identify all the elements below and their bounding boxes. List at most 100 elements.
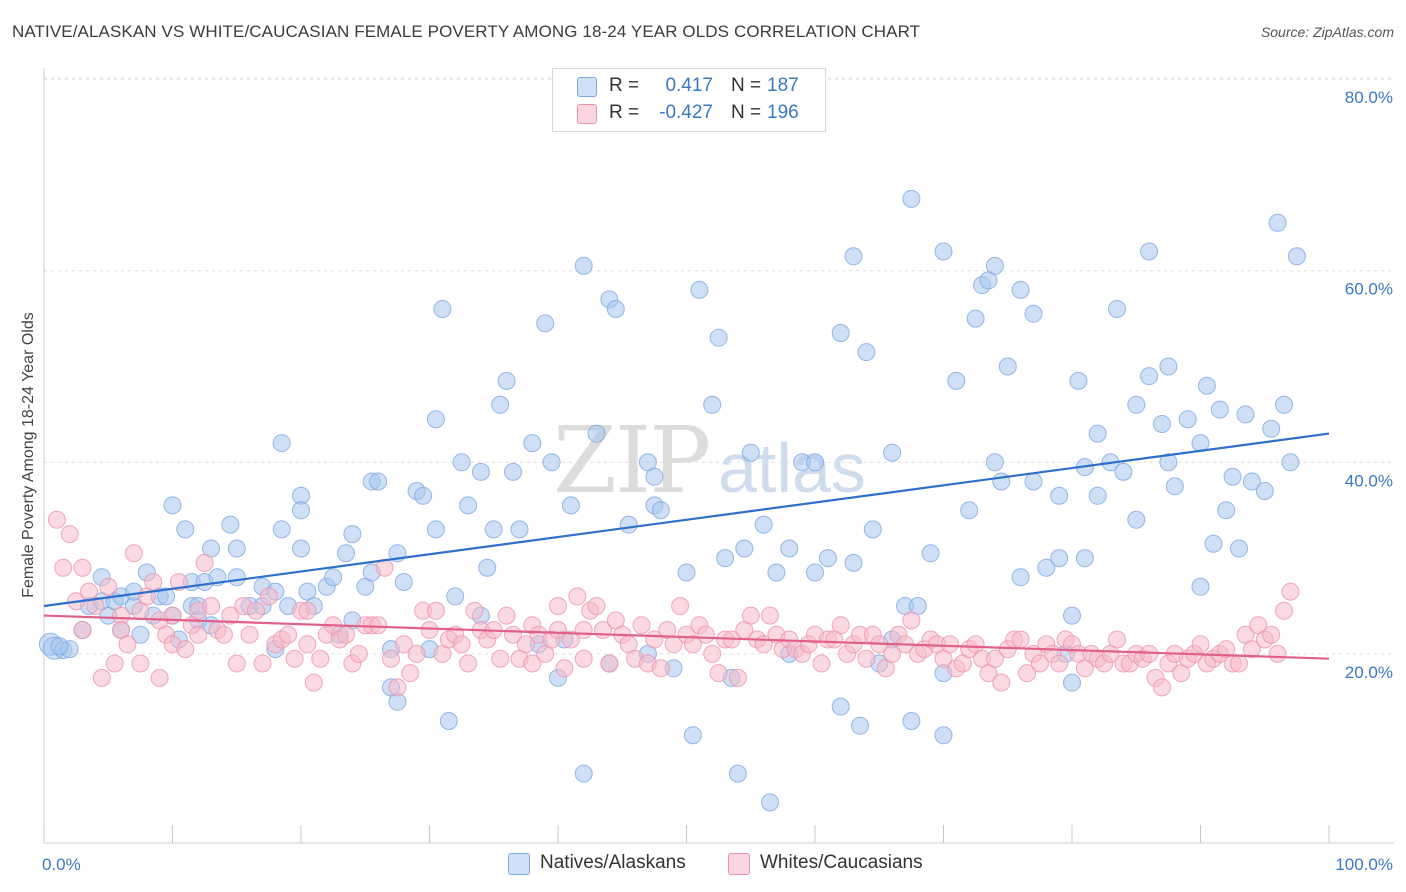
data-point	[960, 501, 979, 520]
data-point	[806, 453, 824, 472]
data-point	[555, 659, 574, 678]
data-point	[812, 654, 831, 673]
data-point	[1018, 664, 1036, 683]
data-point	[439, 712, 458, 730]
data-point	[478, 558, 497, 577]
data-point	[761, 793, 779, 812]
data-point	[857, 343, 876, 362]
data-point	[1088, 486, 1107, 505]
data-point	[1287, 247, 1306, 266]
data-point	[131, 625, 150, 644]
data-point	[1011, 630, 1030, 649]
legend-swatch-whites	[577, 104, 597, 124]
legend-swatch-natives	[508, 853, 530, 875]
data-point	[549, 597, 567, 615]
data-point	[1063, 673, 1081, 692]
data-point	[1127, 395, 1146, 414]
x-tick-label: 0.0%	[42, 855, 81, 874]
data-point	[921, 544, 940, 563]
data-point	[1050, 486, 1069, 505]
data-point	[728, 764, 747, 783]
data-point	[1011, 568, 1030, 587]
data-point	[1230, 539, 1248, 558]
data-point	[1165, 477, 1184, 496]
data-point	[1108, 630, 1126, 649]
legend-n-label: N =	[731, 102, 762, 123]
data-point	[857, 649, 876, 668]
data-point	[50, 637, 69, 656]
legend-r-value: -0.427	[659, 102, 713, 123]
legend-r-label: R =	[609, 75, 640, 96]
data-point	[735, 539, 754, 558]
data-point	[491, 395, 510, 414]
data-point	[709, 328, 728, 347]
data-point	[195, 553, 214, 572]
data-point	[1140, 242, 1159, 261]
source-label: Source: ZipAtlas.com	[1260, 24, 1394, 40]
data-point	[227, 654, 246, 673]
data-point	[1037, 558, 1056, 577]
data-point	[497, 606, 516, 625]
data-point	[934, 726, 953, 745]
data-point	[272, 434, 291, 453]
data-point	[683, 726, 702, 745]
data-point	[92, 668, 111, 687]
data-point	[484, 520, 503, 539]
data-point	[337, 544, 355, 563]
data-point	[645, 467, 664, 486]
data-point	[1024, 304, 1043, 323]
watermark-zip: ZIP	[553, 407, 709, 514]
data-point	[99, 577, 118, 596]
data-point	[767, 563, 786, 582]
data-point	[651, 659, 670, 678]
axes	[43, 68, 1394, 844]
data-point	[491, 649, 510, 668]
data-point	[542, 453, 561, 472]
data-point	[741, 606, 760, 625]
data-point	[311, 649, 330, 668]
data-point	[806, 563, 824, 582]
trend-line	[43, 614, 1330, 660]
data-point	[369, 616, 388, 635]
data-point	[883, 644, 902, 663]
data-point	[324, 568, 343, 587]
data-point	[47, 510, 66, 529]
data-point	[568, 587, 587, 606]
data-point	[459, 654, 478, 673]
data-point	[632, 616, 651, 635]
data-point	[497, 371, 516, 390]
data-point	[703, 644, 722, 663]
data-point	[124, 544, 143, 563]
data-point	[998, 357, 1017, 376]
data-point	[587, 424, 606, 443]
data-point	[851, 716, 869, 735]
data-point	[716, 549, 735, 568]
data-point	[388, 678, 407, 697]
data-point	[150, 668, 169, 687]
y-tick-label: 20.0%	[1345, 663, 1393, 682]
data-point	[1050, 654, 1069, 673]
data-point	[426, 410, 445, 429]
data-point	[1268, 213, 1287, 232]
legend-row-natives: R = 0.417 N = 187	[553, 73, 825, 99]
data-point	[1127, 510, 1146, 529]
data-point	[349, 644, 368, 663]
data-point	[1088, 424, 1107, 443]
data-point	[1114, 462, 1133, 481]
data-point	[780, 539, 799, 558]
data-point	[1217, 501, 1236, 520]
data-point	[1230, 654, 1248, 673]
data-point	[369, 472, 388, 491]
data-point	[1281, 453, 1300, 472]
data-point	[902, 712, 921, 730]
data-point	[401, 664, 420, 683]
data-point	[426, 601, 445, 620]
data-point	[1242, 640, 1261, 659]
data-point	[510, 520, 529, 539]
data-point	[407, 644, 426, 663]
y-axis-label: Female Poverty Among 18-24 Year Olds	[20, 312, 37, 598]
data-point	[298, 635, 317, 654]
trend-lines	[43, 432, 1330, 660]
watermark: ZIP atlas	[553, 407, 866, 514]
data-point	[292, 539, 310, 558]
